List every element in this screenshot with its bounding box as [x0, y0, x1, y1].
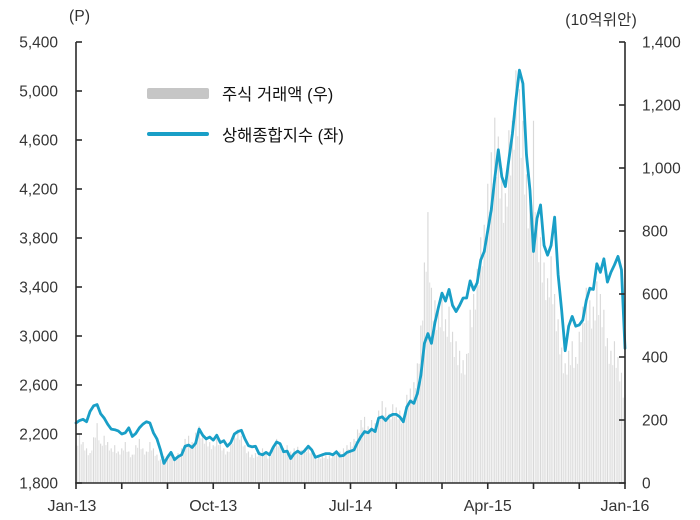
svg-text:1,400: 1,400 — [642, 35, 681, 52]
right-axis-unit-label: (10억위안) — [565, 12, 637, 29]
svg-text:600: 600 — [642, 287, 668, 304]
svg-text:5,000: 5,000 — [19, 84, 58, 101]
axes — [75, 41, 626, 489]
svg-text:400: 400 — [642, 350, 668, 367]
legend-label-index: 상해종합지수 (좌) — [222, 127, 344, 145]
svg-text:1,800: 1,800 — [19, 476, 58, 493]
svg-text:200: 200 — [642, 413, 668, 430]
volume-bars — [75, 70, 626, 483]
svg-text:Jan-16: Jan-16 — [601, 498, 650, 515]
svg-text:Jan-13: Jan-13 — [48, 498, 97, 515]
legend-item-volume: 주식 거래액 (우) — [147, 81, 344, 105]
svg-text:Apr-15: Apr-15 — [464, 498, 512, 515]
index-line — [74, 68, 627, 465]
legend: 주식 거래액 (우) 상해종합지수 (좌) — [147, 81, 344, 146]
left-axis-unit-label: (P) — [69, 8, 91, 25]
volume-bar-swatch — [147, 87, 209, 99]
svg-text:1,000: 1,000 — [642, 161, 681, 178]
svg-text:4,600: 4,600 — [19, 133, 58, 150]
svg-text:800: 800 — [642, 224, 668, 241]
svg-text:3,000: 3,000 — [19, 329, 58, 346]
svg-text:3,800: 3,800 — [19, 231, 58, 248]
svg-text:4,200: 4,200 — [19, 182, 58, 199]
svg-text:1,200: 1,200 — [642, 98, 681, 115]
svg-text:Jul-14: Jul-14 — [329, 498, 373, 515]
svg-text:0: 0 — [642, 476, 651, 493]
svg-text:3,400: 3,400 — [19, 280, 58, 297]
svg-text:2,200: 2,200 — [19, 427, 58, 444]
legend-label-volume: 주식 거래액 (우) — [222, 86, 334, 104]
index-line-swatch — [147, 132, 209, 136]
svg-text:2,600: 2,600 — [19, 378, 58, 395]
svg-text:5,400: 5,400 — [19, 35, 58, 52]
legend-item-index: 상해종합지수 (좌) — [147, 122, 344, 146]
svg-text:Oct-13: Oct-13 — [189, 498, 237, 515]
tick-labels: 1,800 2,200 2,600 3,000 3,400 3,800 4,200 4,600… — [19, 35, 681, 516]
